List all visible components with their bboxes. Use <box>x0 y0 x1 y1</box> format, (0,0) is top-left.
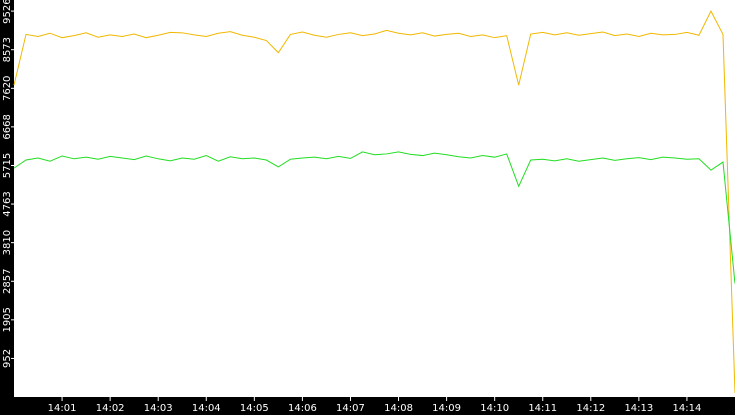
x-tick-label: 14:10 <box>480 403 509 414</box>
series-line <box>13 9 735 393</box>
y-tick-label: 952 <box>2 349 13 368</box>
x-tick-label: 14:11 <box>528 403 557 414</box>
x-axis-strip <box>0 397 735 415</box>
x-tick-label: 14:03 <box>144 403 173 414</box>
x-tick-label: 14:06 <box>288 403 317 414</box>
y-tick-label: 1905 <box>2 307 13 332</box>
x-tick-label: 14:07 <box>336 403 365 414</box>
y-tick-label: 3810 <box>2 230 13 255</box>
y-tick-label: 6668 <box>2 114 13 139</box>
y-tick-label: 5715 <box>2 153 13 178</box>
x-tick-label: 14:12 <box>576 403 605 414</box>
y-tick-label: 7620 <box>2 76 13 101</box>
x-tick-label: 14:05 <box>240 403 269 414</box>
x-tick-label: 14:08 <box>384 403 413 414</box>
x-tick-label: 14:13 <box>624 403 653 414</box>
y-axis-strip <box>0 0 14 415</box>
x-tick-label: 14:09 <box>432 403 461 414</box>
x-tick-label: 14:04 <box>192 403 221 414</box>
x-tick-label: 14:01 <box>48 403 77 414</box>
y-tick-label: 8573 <box>2 37 13 62</box>
y-tick-label: 2857 <box>2 269 13 294</box>
y-tick-label: 9526 <box>2 0 13 24</box>
x-tick-label: 14:02 <box>96 403 125 414</box>
y-tick-label: 4763 <box>2 191 13 216</box>
x-tick-label: 14:14 <box>673 403 702 414</box>
series-line <box>13 151 735 284</box>
